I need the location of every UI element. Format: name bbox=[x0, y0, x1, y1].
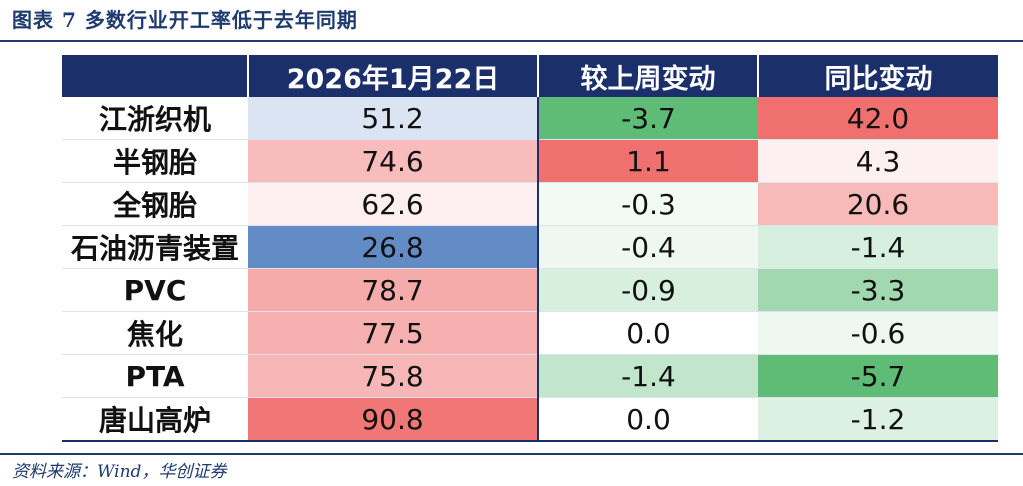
row-label: 江浙织机 bbox=[62, 97, 248, 140]
yoy-change-cell: -1.4 bbox=[758, 225, 998, 269]
table-row: PTA 75.8 -1.4 -5.7 bbox=[62, 354, 998, 398]
level-cell: 74.6 bbox=[248, 139, 538, 183]
level-cell: 90.8 bbox=[248, 397, 538, 442]
level-cell: 78.7 bbox=[248, 268, 538, 312]
header-date: 2026年1月22日 bbox=[248, 55, 539, 97]
yoy-change-cell: -5.7 bbox=[758, 354, 998, 398]
row-label: 焦化 bbox=[62, 311, 248, 355]
level-cell: 75.8 bbox=[248, 354, 538, 398]
header-corner bbox=[62, 55, 249, 97]
table-row: 江浙织机 51.2 -3.7 42.0 bbox=[62, 97, 998, 140]
title-rule bbox=[0, 40, 1023, 42]
row-label: 唐山高炉 bbox=[62, 397, 248, 442]
table-body: 江浙织机 51.2 -3.7 42.0 半钢胎 74.6 1.1 4.3 全钢胎 62.6 -0.3… bbox=[62, 97, 998, 442]
level-cell: 51.2 bbox=[248, 97, 538, 140]
row-label: PTA bbox=[62, 354, 248, 398]
row-label: 石油沥青装置 bbox=[62, 225, 248, 269]
wow-change-cell: 0.0 bbox=[537, 311, 758, 355]
wow-change-cell: -0.4 bbox=[537, 225, 758, 269]
wow-change-cell: 0.0 bbox=[537, 397, 758, 442]
yoy-change-cell: -0.6 bbox=[758, 311, 998, 355]
source-note: 资料来源：Wind，华创证券 bbox=[12, 462, 227, 482]
wow-change-cell: -1.4 bbox=[537, 354, 758, 398]
header-wow-change: 较上周变动 bbox=[538, 55, 759, 97]
heatmap-table: 2026年1月22日 较上周变动 同比变动 江浙织机 51.2 -3.7 42.0 半钢… bbox=[62, 55, 998, 442]
wow-change-cell: -0.3 bbox=[537, 182, 758, 226]
wow-change-cell: -0.9 bbox=[537, 268, 758, 312]
header-yoy-change: 同比变动 bbox=[758, 55, 998, 97]
table-row: 焦化 77.5 0.0 -0.6 bbox=[62, 311, 998, 355]
wow-change-cell: -3.7 bbox=[537, 97, 758, 140]
table-row: PVC 78.7 -0.9 -3.3 bbox=[62, 268, 998, 312]
table-row: 全钢胎 62.6 -0.3 20.6 bbox=[62, 182, 998, 226]
wow-change-cell: 1.1 bbox=[537, 139, 758, 183]
yoy-change-cell: -3.3 bbox=[758, 268, 998, 312]
source-rule bbox=[0, 453, 1023, 455]
table-row: 石油沥青装置 26.8 -0.4 -1.4 bbox=[62, 225, 998, 269]
row-label: 半钢胎 bbox=[62, 139, 248, 183]
table-row: 半钢胎 74.6 1.1 4.3 bbox=[62, 139, 998, 183]
level-cell: 26.8 bbox=[248, 225, 538, 269]
header-row: 2026年1月22日 较上周变动 同比变动 bbox=[62, 55, 998, 97]
row-label: PVC bbox=[62, 268, 248, 312]
yoy-change-cell: -1.2 bbox=[758, 397, 998, 442]
level-cell: 62.6 bbox=[248, 182, 538, 226]
level-cell: 77.5 bbox=[248, 311, 538, 355]
figure-title: 图表 7 多数行业开工率低于去年同期 bbox=[12, 8, 358, 32]
yoy-change-cell: 4.3 bbox=[758, 139, 998, 183]
yoy-change-cell: 42.0 bbox=[758, 97, 998, 140]
yoy-change-cell: 20.6 bbox=[758, 182, 998, 226]
row-label: 全钢胎 bbox=[62, 182, 248, 226]
table-row: 唐山高炉 90.8 0.0 -1.2 bbox=[62, 397, 998, 442]
